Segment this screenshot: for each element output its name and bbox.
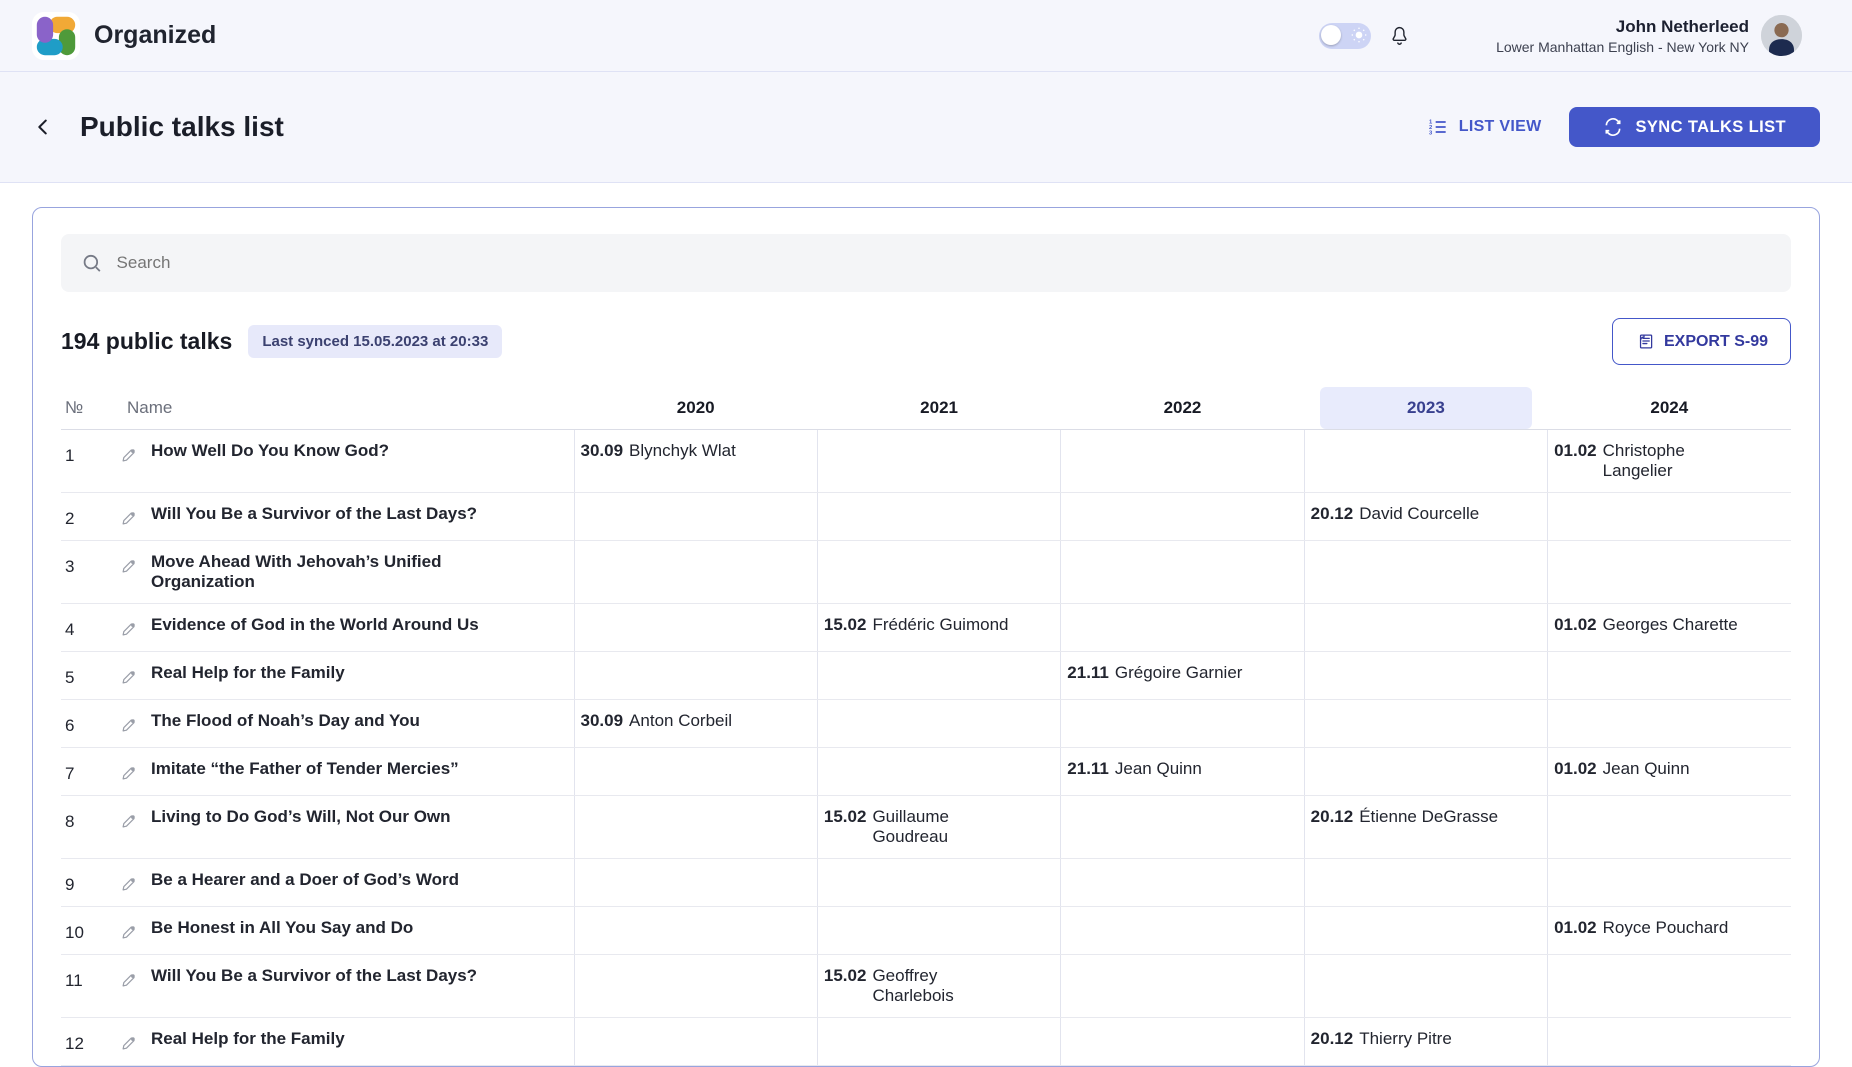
svg-text:3: 3 (1429, 131, 1433, 137)
